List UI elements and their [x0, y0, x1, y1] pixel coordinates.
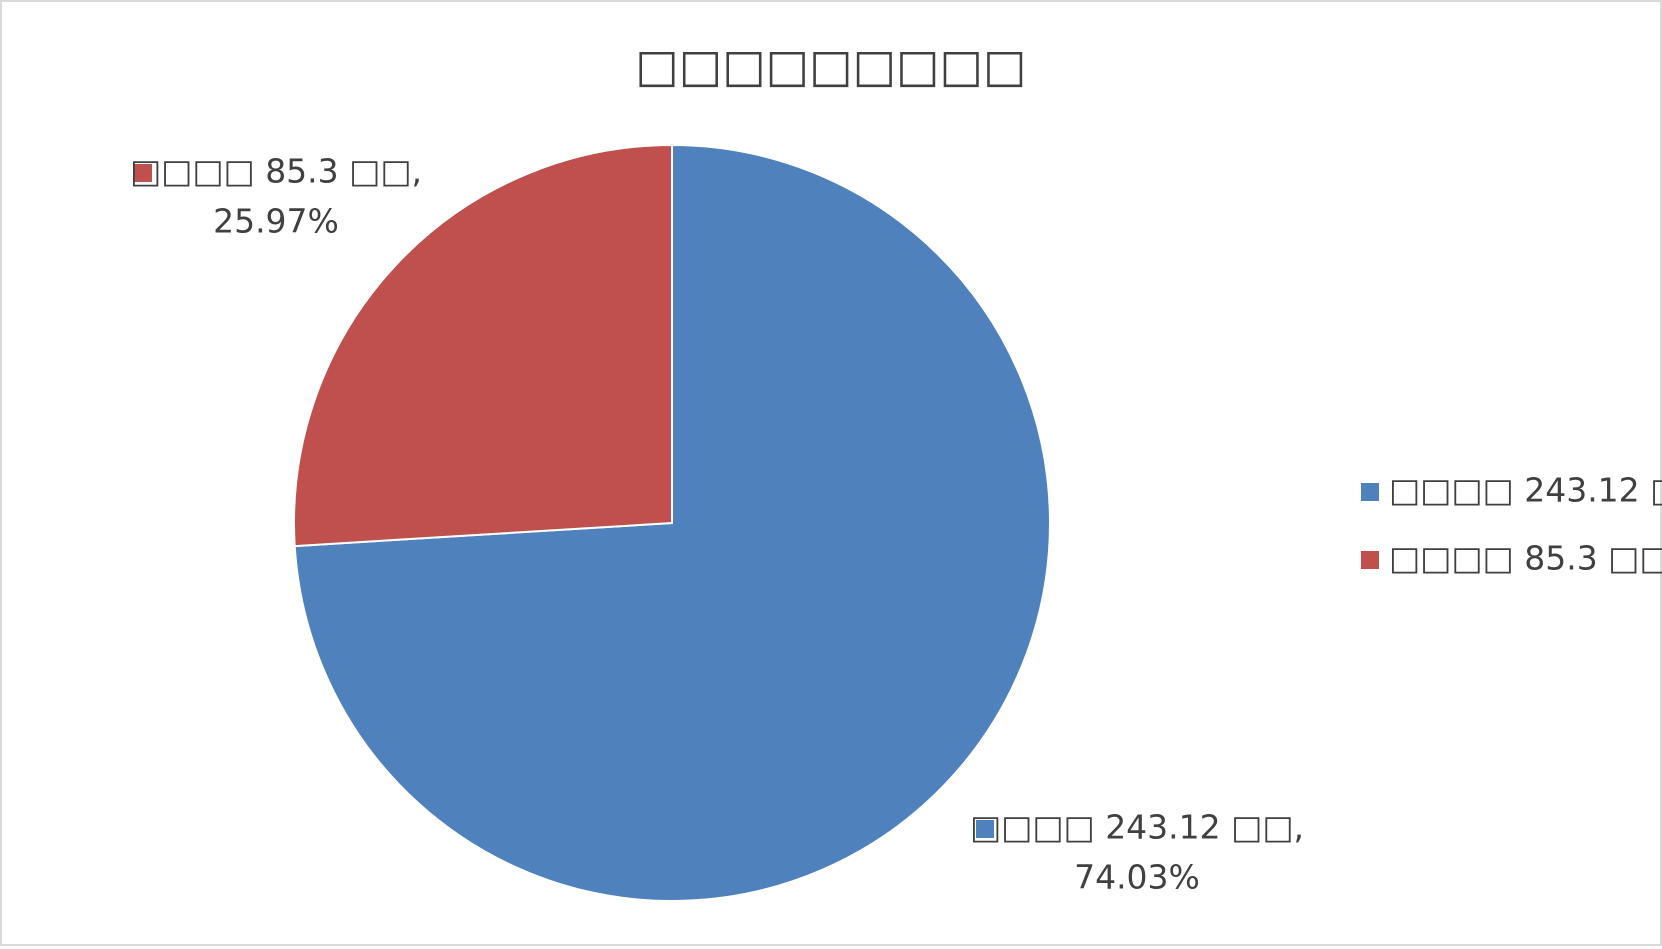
data-label: □□□□ 243.12 □□, [970, 808, 1304, 847]
legend-label: □□□□ 85.3 □□ [1389, 539, 1662, 578]
chart-title: □□□□□□□□□ [635, 39, 1026, 93]
legend-swatch [1361, 483, 1379, 501]
data-label: 25.97% [213, 202, 339, 241]
pie-slice [293, 143, 673, 548]
legend-swatch [1361, 551, 1379, 569]
data-label: □□□□ 85.3 □□, [130, 152, 422, 191]
data-label: 74.03% [1074, 858, 1200, 897]
legend-label: □□□□ 243.12 □□ [1389, 471, 1662, 510]
data-label-marker [134, 164, 152, 182]
data-label-marker [976, 820, 994, 838]
